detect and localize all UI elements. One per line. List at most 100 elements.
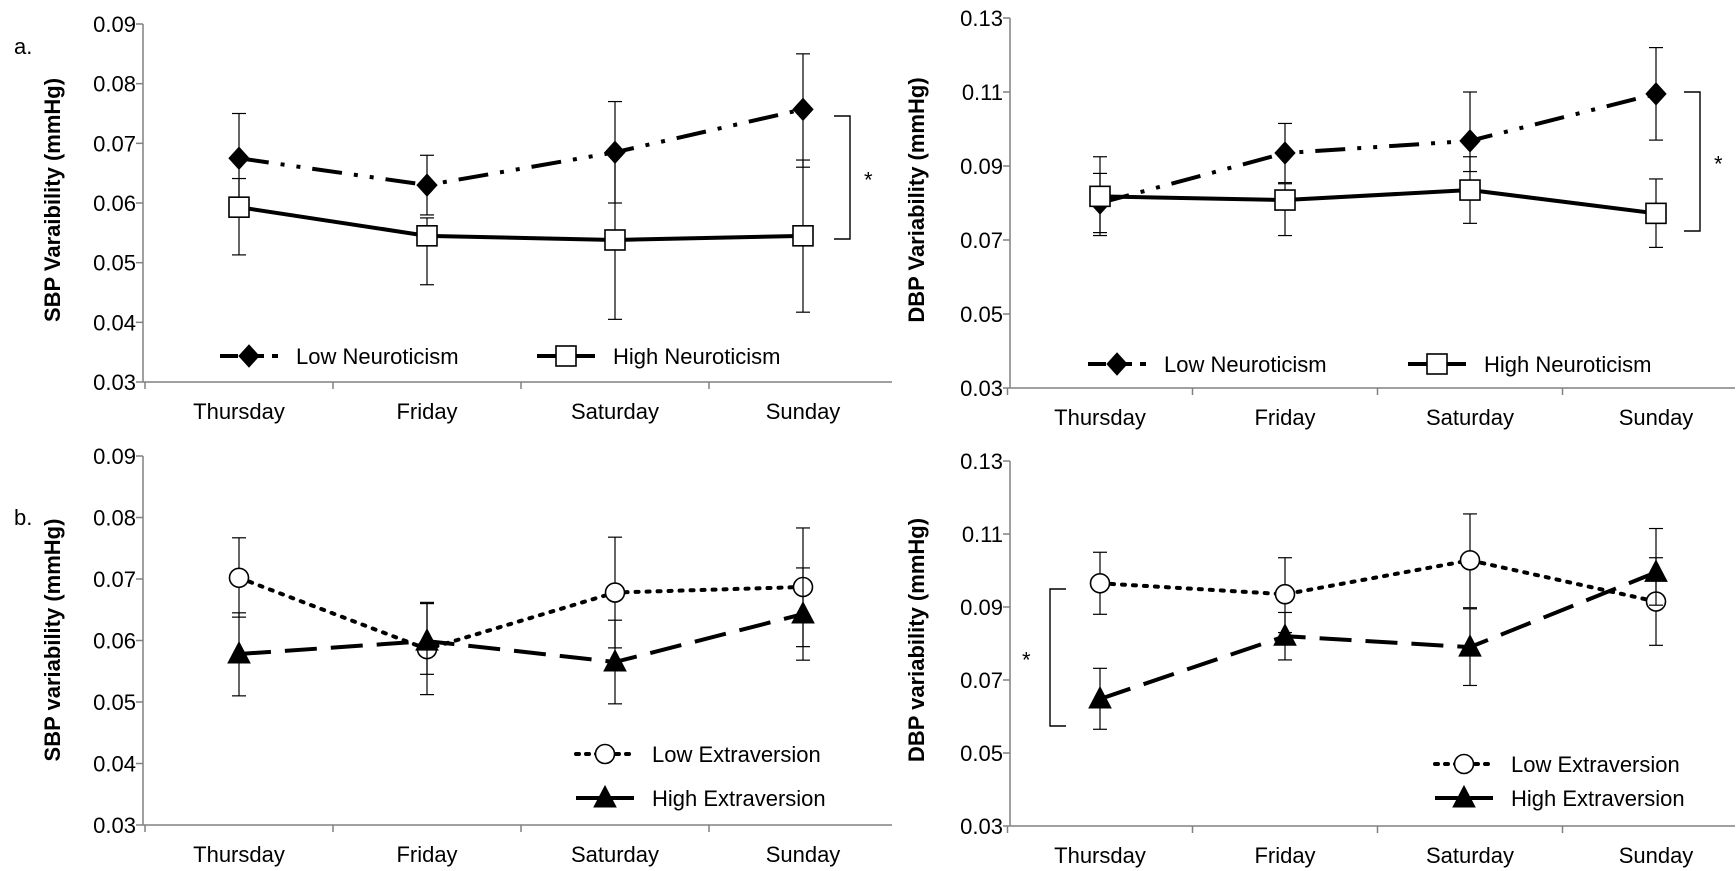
y-tick-label: 0.09 [93,444,136,469]
x-tick-label: Thursday [1054,405,1146,430]
y-tick-label: 0.03 [93,370,136,395]
data-point [227,640,251,664]
y-tick-label: 0.07 [960,228,1003,253]
x-tick-label: Saturday [1426,405,1514,430]
y-tick-label: 0.05 [960,302,1003,327]
y-axis-title: SBP Varaibility (mmHg) [40,78,65,322]
y-tick-label: 0.08 [93,506,136,531]
y-tick-label: 0.06 [93,191,136,216]
y-axis-title: SBP variability (mmHg) [40,519,65,762]
y-tick-label: 0.09 [960,154,1003,179]
data-point [416,225,438,247]
legend-marker [593,784,617,808]
series-low-neuroticism [228,53,814,216]
data-point [1645,82,1667,106]
data-point [1088,685,1112,709]
significance-asterisk: * [864,168,873,193]
x-tick-label: Friday [1254,843,1315,868]
significance-bracket [1049,588,1066,727]
x-tick-label: Friday [396,399,457,424]
series-line [1099,570,1657,701]
x-tick-label: Sunday [1619,843,1694,868]
series-line [238,205,804,242]
legend-marker [238,344,260,368]
y-tick-label: 0.07 [960,668,1003,693]
y-tick-label: 0.03 [960,814,1003,839]
legend-label: High Extraversion [1511,786,1685,811]
legend-label: Low Neuroticism [1164,352,1327,377]
y-tick-label: 0.07 [93,567,136,592]
legend-marker [594,743,616,765]
chart-4: 0.03 0.05 0.07 0.09 0.11 0.13 Thursday Friday Sa… [904,449,1735,868]
data-point [1459,179,1481,201]
data-point [228,196,250,218]
legend-entry: High Neuroticism [537,344,781,369]
series-high-extraversion [227,567,815,705]
charts-group: 0.03 0.04 0.05 0.06 0.07 0.08 0.09 Thursday Frid… [40,6,1735,868]
y-tick-label: 0.06 [93,629,136,654]
y-tick-label: 0.03 [960,376,1003,401]
data-point [416,173,438,197]
data-point [1089,572,1111,594]
legend-label: Low Extraversion [652,742,821,767]
legend-marker [1426,353,1448,375]
legend-entry: Low Neuroticism [220,344,459,369]
legend-label: High Neuroticism [613,344,781,369]
legend-label: Low Neuroticism [296,344,459,369]
series-high-neuroticism [228,153,814,320]
series-line [1099,188,1657,216]
chart-1: 0.03 0.04 0.05 0.06 0.07 0.08 0.09 Thursday Frid… [40,12,892,424]
chart-3: 0.03 0.04 0.05 0.06 0.07 0.08 0.09 Thursday Frid… [40,444,892,867]
significance-bracket [834,115,851,240]
x-tick-label: Thursday [1054,843,1146,868]
y-tick-label: 0.09 [960,595,1003,620]
y-tick-label: 0.05 [93,251,136,276]
significance-asterisk: * [1022,648,1031,673]
x-tick-label: Saturday [571,399,659,424]
data-point [1459,129,1481,153]
y-axis-title: DBP variability (mmHg) [904,518,929,762]
x-tick-label: Thursday [193,399,285,424]
legend-entry: High Extraversion [1435,784,1685,811]
data-point [415,628,439,651]
y-tick-label: 0.05 [960,741,1003,766]
data-point [604,229,626,251]
series-line [238,107,804,188]
data-point [1089,185,1111,208]
x-tick-label: Saturday [1426,843,1514,868]
x-tick-label: Thursday [193,842,285,867]
series-high-neuroticism [1089,156,1667,248]
series-line [1099,91,1657,205]
y-tick-label: 0.07 [93,131,136,156]
legend-entry: Low Extraversion [1433,752,1680,777]
series-line [1098,558,1658,604]
y-axis-title: DBP Variability (mmHg) [904,77,929,322]
series-high-extraversion [1088,527,1668,730]
y-tick-label: 0.08 [93,72,136,97]
data-point [603,648,627,672]
data-point [1274,141,1296,165]
data-point [1273,623,1297,646]
data-point [1458,634,1482,657]
data-point [1645,202,1667,225]
legend-entry: High Extraversion [576,784,826,811]
data-point [792,225,814,247]
data-point [792,97,814,122]
y-tick-label: 0.04 [93,310,136,335]
series-low-extraversion [1089,513,1667,646]
legend-marker [1452,784,1476,808]
x-tick-label: Sunday [1619,405,1694,430]
data-point [604,582,626,603]
data-point [1274,583,1296,605]
x-tick-label: Saturday [571,842,659,867]
legend-entry: Low Extraversion [574,742,821,767]
legend-marker [555,345,577,367]
data-point [1459,549,1481,571]
series-line [237,575,805,652]
data-point [228,567,250,589]
y-tick-label: 0.09 [93,12,136,37]
x-tick-label: Sunday [766,399,841,424]
y-tick-label: 0.13 [960,449,1003,474]
legend-entry: High Neuroticism [1408,352,1652,377]
significance-asterisk: * [1714,152,1723,177]
